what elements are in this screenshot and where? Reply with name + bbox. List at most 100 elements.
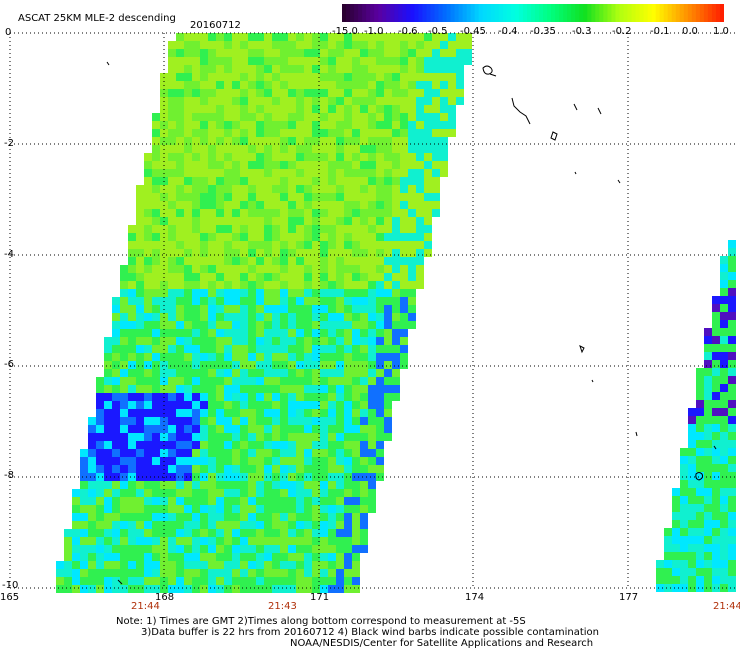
swath-pixel <box>384 185 392 193</box>
swath-pixel <box>328 113 336 121</box>
swath-pixel <box>296 273 304 281</box>
swath-pixel <box>104 425 112 433</box>
swath-pixel <box>104 457 112 465</box>
swath-pixel <box>280 585 288 593</box>
swath-pixel <box>192 569 200 577</box>
swath-pixel <box>352 81 360 89</box>
swath-pixel <box>224 81 232 89</box>
swath-pixel <box>416 73 424 81</box>
colorbar-swatch <box>659 4 665 22</box>
swath-pixel <box>168 529 176 537</box>
swath-pixel <box>176 377 184 385</box>
swath-pixel <box>248 97 256 105</box>
swath-pixel <box>248 185 256 193</box>
swath-pixel <box>360 393 368 401</box>
swath-pixel <box>224 289 232 297</box>
swath-pixel <box>232 385 240 393</box>
swath-pixel <box>680 528 688 536</box>
swath-pixel <box>392 201 400 209</box>
swath-pixel <box>112 377 120 385</box>
swath-pixel <box>720 376 728 384</box>
swath-pixel <box>336 233 344 241</box>
swath-pixel <box>328 545 336 553</box>
swath-pixel <box>144 193 152 201</box>
swath-pixel <box>384 209 392 217</box>
swath-pixel <box>232 409 240 417</box>
swath-pixel <box>232 513 240 521</box>
swath-pixel <box>96 553 104 561</box>
swath-pixel <box>208 89 216 97</box>
swath-pixel <box>432 105 440 113</box>
swath-pixel <box>200 385 208 393</box>
swath-pixel <box>168 41 176 49</box>
swath-pixel <box>392 41 400 49</box>
swath-pixel <box>680 552 688 560</box>
swath-pixel <box>384 97 392 105</box>
swath-pixel <box>136 297 144 305</box>
swath-pixel <box>296 385 304 393</box>
swath-pixel <box>232 257 240 265</box>
swath-pixel <box>360 537 368 545</box>
swath-pixel <box>680 512 688 520</box>
swath-pixel <box>336 225 344 233</box>
swath-pixel <box>408 105 416 113</box>
swath-pixel <box>360 545 368 553</box>
swath-pixel <box>128 337 136 345</box>
swath-pixel <box>88 441 96 449</box>
swath-pixel <box>304 561 312 569</box>
swath-pixel <box>176 249 184 257</box>
swath-pixel <box>296 337 304 345</box>
swath-pixel <box>280 321 288 329</box>
swath-pixel <box>720 288 728 296</box>
colorbar-swatch <box>627 4 633 22</box>
swath-pixel <box>312 225 320 233</box>
swath-pixel <box>352 193 360 201</box>
swath-pixel <box>296 457 304 465</box>
swath-pixel <box>304 33 312 41</box>
swath-pixel <box>248 145 256 153</box>
swath-pixel <box>128 537 136 545</box>
swath-pixel <box>376 225 384 233</box>
swath-pixel <box>448 105 456 113</box>
swath-pixel <box>336 241 344 249</box>
colorbar-swatch <box>555 4 560 22</box>
swath-pixel <box>368 353 376 361</box>
swath-pixel <box>344 361 352 369</box>
swath-pixel <box>376 265 384 273</box>
swath-pixel <box>704 568 712 576</box>
swath-pixel <box>464 33 472 41</box>
swath-pixel <box>280 209 288 217</box>
swath-pixel <box>208 217 216 225</box>
swath-pixel <box>232 337 240 345</box>
swath-pixel <box>256 425 264 433</box>
swath-pixel <box>448 41 456 49</box>
swath-pixel <box>248 481 256 489</box>
swath-pixel <box>176 353 184 361</box>
swath-pixel <box>336 305 344 313</box>
swath-pixel <box>712 312 720 320</box>
swath-pixel <box>392 129 400 137</box>
swath-pixel <box>248 81 256 89</box>
swath-pixel <box>400 185 408 193</box>
colorbar-swatch <box>551 4 556 22</box>
swath-pixel <box>304 433 312 441</box>
swath-pixel <box>312 465 320 473</box>
swath-pixel <box>144 273 152 281</box>
colorbar-swatch <box>386 4 391 22</box>
swath-pixel <box>344 57 352 65</box>
swath-pixel <box>192 273 200 281</box>
swath-pixel <box>376 425 384 433</box>
swath-pixel <box>280 225 288 233</box>
swath-pixel <box>376 137 384 145</box>
swath-pixel <box>144 465 152 473</box>
swath-pixel <box>208 297 216 305</box>
swath-pixel <box>360 457 368 465</box>
swath-pixel <box>152 313 160 321</box>
swath-pixel <box>192 129 200 137</box>
swath-pixel <box>96 505 104 513</box>
colorbar-swatch <box>390 4 395 22</box>
swath-pixel <box>232 241 240 249</box>
swath-pixel <box>240 33 248 41</box>
swath-pixel <box>272 425 280 433</box>
swath-pixel <box>168 241 176 249</box>
